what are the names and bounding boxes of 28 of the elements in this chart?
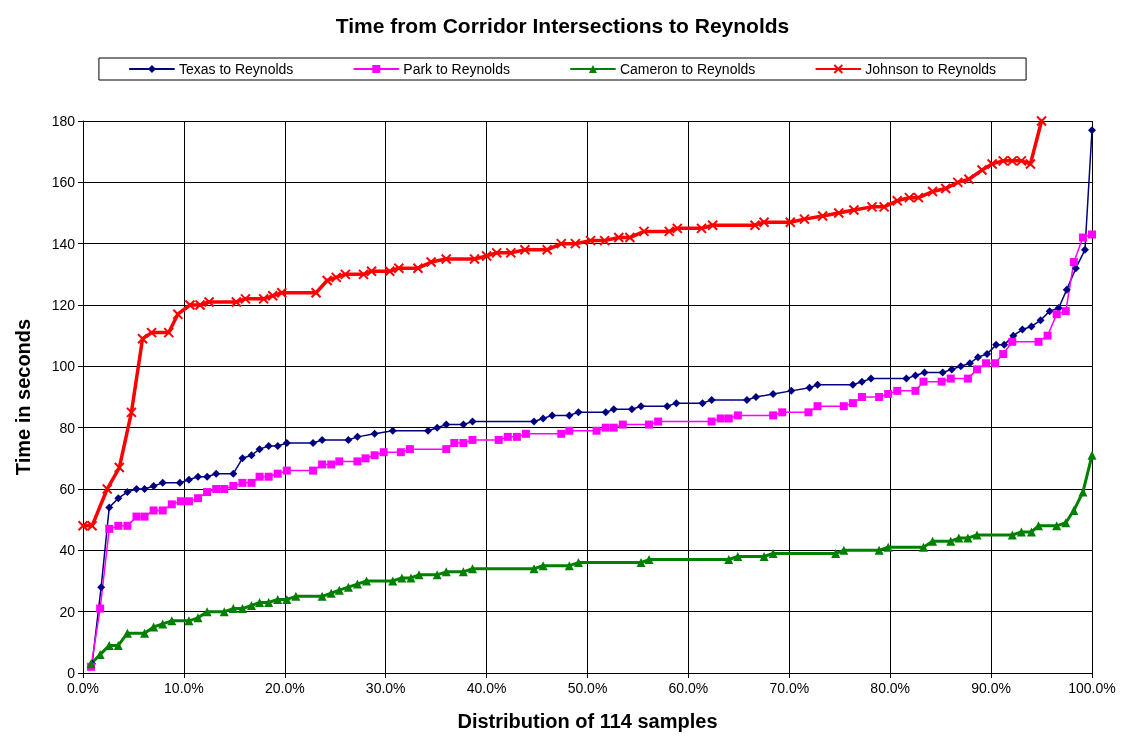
y-tick-label: 20 <box>59 603 76 620</box>
legend-label: Johnson to Reynolds <box>865 61 997 77</box>
y-tick-label: 40 <box>59 542 76 559</box>
x-tick-label: 100.0% <box>1068 680 1116 696</box>
x-tick-label: 70.0% <box>769 680 810 696</box>
y-tick-label: 0 <box>67 665 76 681</box>
x-tick-label: 0.0% <box>67 680 99 696</box>
x-tick-label: 30.0% <box>365 680 406 696</box>
y-tick-label: 160 <box>51 174 76 191</box>
x-axis-title: Distribution of 114 samples <box>457 710 718 732</box>
legend-label: Texas to Reynolds <box>178 61 294 77</box>
x-tick-label: 20.0% <box>264 680 305 696</box>
x-tick-label: 40.0% <box>466 680 507 696</box>
legend-label: Cameron to Reynolds <box>619 61 756 77</box>
x-tick-label: 80.0% <box>870 680 911 696</box>
y-tick-label: 180 <box>51 113 76 129</box>
y-tick-label: 60 <box>59 481 76 497</box>
y-tick-label: 100 <box>51 358 76 375</box>
x-tick-label: 60.0% <box>668 680 709 696</box>
y-tick-label: 140 <box>51 235 76 252</box>
y-tick-label: 80 <box>59 419 76 436</box>
x-tick-label: 10.0% <box>164 680 204 696</box>
y-axis-title: Time in seconds <box>12 318 34 476</box>
x-tick-label: 50.0% <box>567 680 608 696</box>
x-tick-label: 90.0% <box>971 680 1011 696</box>
legend-label: Park to Reynolds <box>403 61 510 77</box>
chart-title: Time from Corridor Intersections to Reynolds <box>335 14 790 37</box>
y-tick-label: 120 <box>51 297 76 313</box>
